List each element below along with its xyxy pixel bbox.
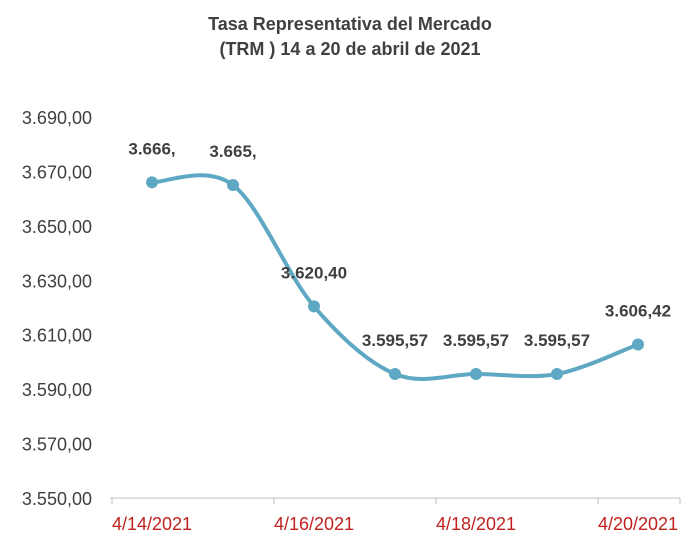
data-label: 3.606,42	[605, 301, 671, 320]
data-label: 3.595,57	[362, 331, 428, 350]
chart-title-line-1: Tasa Representativa del Mercado	[208, 14, 492, 34]
y-tick-label: 3.650,00	[22, 217, 92, 237]
y-tick-label: 3.550,00	[22, 489, 92, 509]
x-tick-label: 4/14/2021	[112, 514, 192, 534]
x-tick-label: 4/18/2021	[436, 514, 516, 534]
data-point	[308, 300, 320, 313]
data-label: 3.620,40	[281, 263, 347, 282]
y-tick-label: 3.630,00	[22, 271, 92, 291]
data-point	[389, 367, 401, 380]
y-tick-label: 3.610,00	[22, 326, 92, 346]
y-tick-label: 3.670,00	[22, 162, 92, 182]
data-point	[632, 338, 644, 351]
x-tick-label: 4/20/2021	[598, 514, 678, 534]
data-label: 3.665,	[209, 142, 256, 161]
data-label: 3.666,	[128, 139, 175, 158]
chart-title-line-2: (TRM ) 14 a 20 de abril de 2021	[219, 39, 481, 59]
data-label: 3.595,57	[524, 331, 590, 350]
y-tick-label: 3.570,00	[22, 435, 92, 455]
data-point	[146, 176, 158, 189]
data-label: 3.595,57	[443, 331, 509, 350]
y-tick-label: 3.690,00	[22, 108, 92, 128]
data-point	[470, 367, 482, 380]
data-point	[227, 179, 239, 192]
y-tick-label: 3.590,00	[22, 380, 92, 400]
data-point	[551, 367, 563, 380]
x-tick-label: 4/16/2021	[274, 514, 354, 534]
